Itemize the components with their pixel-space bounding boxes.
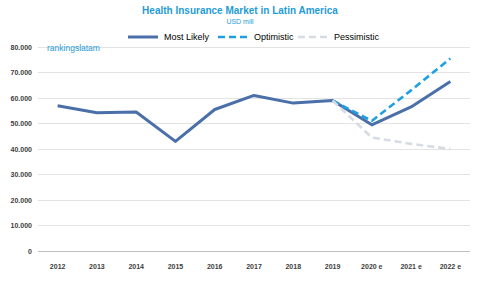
y-tick-label: 10.000 — [11, 222, 33, 229]
y-tick-label: 80.000 — [11, 44, 33, 51]
y-tick-label: 30.000 — [11, 171, 33, 178]
y-tick-label: 0 — [28, 248, 32, 255]
grid-line — [38, 251, 470, 252]
grid-line — [38, 149, 470, 150]
y-tick-label: 20.000 — [11, 197, 33, 204]
x-tick-label: 2012 — [50, 263, 66, 270]
grid-line — [38, 174, 470, 175]
legend-swatch — [128, 36, 158, 39]
legend-swatch — [218, 36, 248, 39]
x-axis: 2012 2013 2014 2015 2016 2017 2018 2019 2020 e 20… — [50, 263, 461, 270]
grid-line — [38, 123, 470, 124]
y-tick-label: 50.000 — [11, 120, 33, 127]
x-tick-label: 2015 — [168, 263, 184, 270]
series-line — [333, 101, 451, 149]
grid-line — [38, 72, 470, 73]
legend-swatch — [298, 36, 328, 39]
plot-area — [58, 58, 451, 149]
x-tick-label: 2019 — [325, 263, 341, 270]
series-line — [333, 58, 451, 120]
y-tick-label: 60.000 — [11, 95, 33, 102]
x-tick-label: 2021 e — [400, 263, 422, 270]
x-tick-label: 2018 — [285, 263, 301, 270]
chart: Health Insurance Market in Latin America… — [0, 0, 480, 296]
subtitle: USD mill — [226, 18, 254, 25]
grid-line — [38, 98, 470, 99]
grid-line — [38, 225, 470, 226]
legend-label: Most Likely — [164, 32, 210, 42]
legend: Most Likely Optimistic Pessimistic — [128, 32, 380, 42]
title: Health Insurance Market in Latin America — [142, 5, 338, 16]
y-axis: 0 10.000 20.000 30.000 40.000 50.000 60.000 70.… — [11, 44, 470, 255]
x-tick-label: 2013 — [89, 263, 105, 270]
legend-label: Pessimistic — [334, 32, 380, 42]
annotation: rankingslatam — [47, 43, 100, 53]
series-line — [58, 81, 451, 141]
x-tick-label: 2014 — [128, 263, 144, 270]
x-tick-label: 2017 — [246, 263, 262, 270]
grid-line — [38, 47, 470, 48]
y-tick-label: 40.000 — [11, 146, 33, 153]
x-tick-label: 2022 e — [440, 263, 462, 270]
x-tick-label: 2016 — [207, 263, 223, 270]
y-tick-label: 70.000 — [11, 69, 33, 76]
x-tick-label: 2020 e — [361, 263, 383, 270]
legend-label: Optimistic — [254, 32, 294, 42]
grid-line — [38, 200, 470, 201]
